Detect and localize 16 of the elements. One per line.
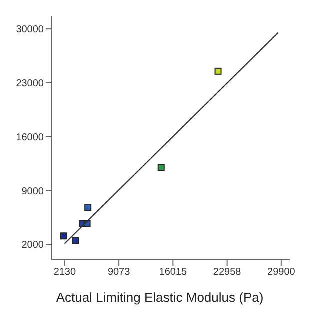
x-tick-label: 9073 — [108, 267, 131, 278]
point — [84, 204, 92, 212]
point — [214, 68, 222, 75]
point — [72, 237, 80, 244]
x-tick-label: 29900 — [268, 267, 296, 278]
x-tick-label: 16015 — [159, 267, 188, 278]
point — [158, 164, 165, 172]
y-tick-label: 2000 — [22, 240, 44, 252]
x-tick-label: 2130 — [54, 267, 76, 278]
y-tick-label: 23000 — [16, 78, 44, 90]
x-axis-title: Actual Limiting Elastic Modulus (Pa) — [55, 290, 265, 305]
y-tick-label: 30000 — [16, 24, 44, 36]
point — [60, 232, 68, 240]
x-tick-label: 22958 — [213, 267, 242, 278]
y-tick-label: 9000 — [22, 186, 44, 198]
y-tick-label: 16000 — [16, 132, 44, 144]
